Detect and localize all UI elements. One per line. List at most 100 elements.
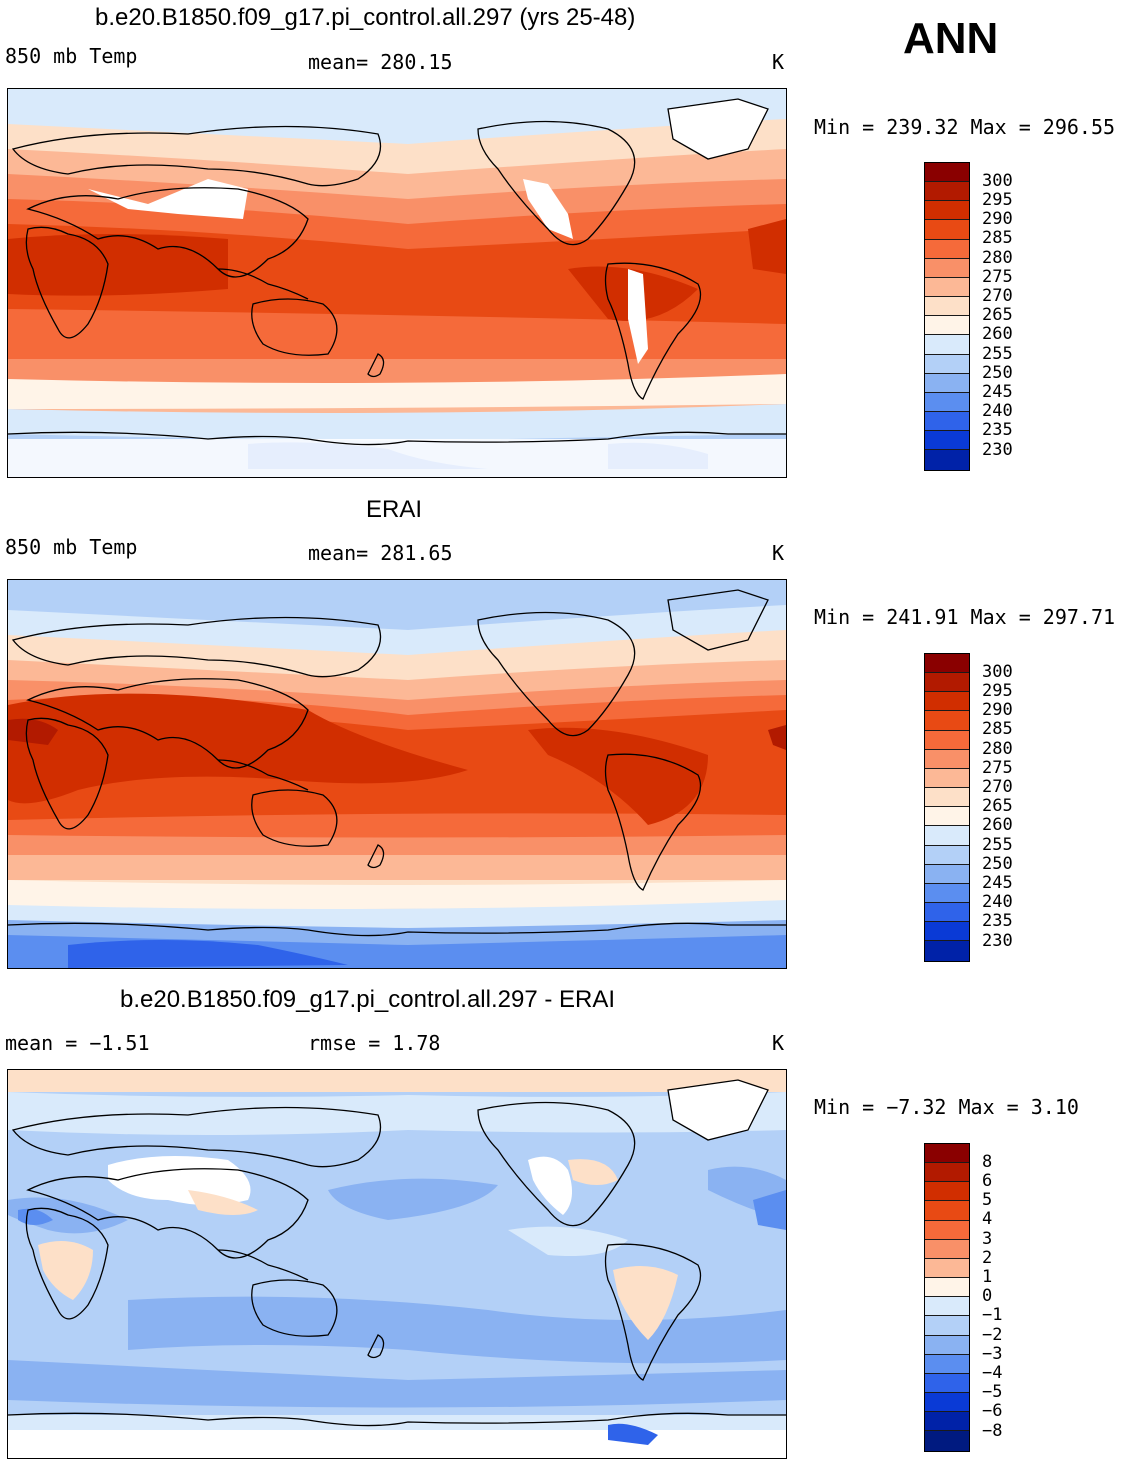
colorbar-tick-label: −3 xyxy=(982,1344,1003,1364)
panel2-colorbar-swatch xyxy=(925,807,969,827)
panel2-variable-label: 850 mb Temp xyxy=(5,535,138,559)
colorbar-tick-label: −1 xyxy=(982,1305,1003,1325)
panel2-colorbar-swatch xyxy=(925,788,969,808)
colorbar-tick-label: 1 xyxy=(982,1267,993,1287)
panel1-colorbar-swatch xyxy=(925,182,969,202)
colorbar-tick-label: 255 xyxy=(982,344,1013,364)
colorbar-tick-label: 290 xyxy=(982,209,1013,229)
colorbar-tick-label: −2 xyxy=(982,1325,1003,1345)
panel1-colorbar-swatch xyxy=(925,431,969,451)
colorbar-tick-label: 230 xyxy=(982,931,1013,951)
panel1-variable-label: 850 mb Temp xyxy=(5,44,138,68)
panel1-mean-label: mean= 280.15 xyxy=(308,50,453,74)
colorbar-tick-label: 300 xyxy=(982,662,1013,682)
panel3-colorbar-swatch xyxy=(925,1412,969,1432)
colorbar-tick-label: 235 xyxy=(982,911,1013,931)
panel2-colorbar-swatch xyxy=(925,654,969,674)
colorbar-tick-label: 265 xyxy=(982,796,1013,816)
panel1-colorbar-swatch xyxy=(925,297,969,317)
panel3-colorbar-swatch xyxy=(925,1182,969,1202)
colorbar-tick-label: −6 xyxy=(982,1401,1003,1421)
panel3-title: b.e20.B1850.f09_g17.pi_control.all.297 -… xyxy=(120,986,616,1013)
colorbar-tick-label: 240 xyxy=(982,401,1013,421)
panel3-colorbar-swatch xyxy=(925,1431,969,1451)
panel1-minmax: Min = 239.32 Max = 296.55 xyxy=(814,115,1116,139)
panel3-map-svg xyxy=(8,1070,786,1458)
panel1-map xyxy=(7,88,787,478)
colorbar-tick-label: 265 xyxy=(982,305,1013,325)
panel3-rmse-label: rmse = 1.78 xyxy=(308,1031,441,1055)
panel1-colorbar-swatch xyxy=(925,220,969,240)
panel2-colorbar-swatch xyxy=(925,922,969,942)
colorbar-tick-label: 275 xyxy=(982,267,1013,287)
colorbar-tick-label: 3 xyxy=(982,1229,993,1249)
panel2-units: K xyxy=(772,541,785,565)
colorbar-tick-label: 2 xyxy=(982,1248,993,1268)
panel3-colorbar-swatch xyxy=(925,1258,969,1279)
panel3-colorbar-swatch xyxy=(925,1220,969,1240)
panel1-units: K xyxy=(772,50,785,74)
panel1-title: b.e20.B1850.f09_g17.pi_control.all.297 (… xyxy=(95,4,636,31)
panel2-colorbar-swatch xyxy=(925,864,969,884)
panel3-mean-label: mean = −1.51 xyxy=(5,1031,150,1055)
colorbar-tick-label: 245 xyxy=(982,873,1013,893)
panel3-colorbar-swatch xyxy=(925,1354,969,1374)
panel2-colorbar-swatch xyxy=(925,673,969,693)
colorbar-tick-label: 230 xyxy=(982,440,1013,460)
panel1-map-svg xyxy=(8,89,786,477)
colorbar-tick-label: 250 xyxy=(982,363,1013,383)
panel3-colorbar-swatch xyxy=(925,1393,969,1413)
panel1-colorbar-swatch xyxy=(925,335,969,355)
panel1-colorbar-swatch xyxy=(925,201,969,221)
panel1-colorbar-swatch xyxy=(925,373,969,393)
panel3-colorbar-swatch xyxy=(925,1373,969,1394)
panel3-minmax: Min = −7.32 Max = 3.10 xyxy=(814,1095,1079,1119)
colorbar-tick-label: 6 xyxy=(982,1171,993,1191)
colorbar-tick-label: 240 xyxy=(982,892,1013,912)
panel3-colorbar-swatch xyxy=(925,1239,969,1259)
colorbar-tick-label: −5 xyxy=(982,1382,1003,1402)
panel2-minmax: Min = 241.91 Max = 297.71 xyxy=(814,605,1116,629)
colorbar-tick-label: 235 xyxy=(982,420,1013,440)
panel1-colorbar-swatch xyxy=(925,239,969,259)
colorbar-tick-label: −8 xyxy=(982,1421,1003,1441)
colorbar-tick-label: 260 xyxy=(982,815,1013,835)
panel3-colorbar-swatch xyxy=(925,1335,969,1355)
colorbar-tick-label: 290 xyxy=(982,700,1013,720)
panel2-map xyxy=(7,579,787,969)
colorbar-tick-label: 280 xyxy=(982,248,1013,268)
panel1-colorbar-swatch xyxy=(925,450,969,470)
panel3-colorbar-swatch xyxy=(925,1144,969,1164)
panel1-colorbar-swatch xyxy=(925,392,969,413)
season-label: ANN xyxy=(903,14,999,63)
panel2-colorbar-swatch xyxy=(925,883,969,904)
panel3-colorbar-swatch xyxy=(925,1297,969,1317)
panel2-map-svg xyxy=(8,580,786,968)
colorbar-tick-label: 245 xyxy=(982,382,1013,402)
colorbar-tick-label: 270 xyxy=(982,777,1013,797)
colorbar-tick-label: 295 xyxy=(982,190,1013,210)
panel2-mean-label: mean= 281.65 xyxy=(308,541,453,565)
panel3-colorbar-swatch xyxy=(925,1316,969,1336)
colorbar-tick-label: 285 xyxy=(982,719,1013,739)
panel3-colorbar-swatch xyxy=(925,1163,969,1183)
panel2-colorbar-swatch xyxy=(925,768,969,789)
colorbar-tick-label: 280 xyxy=(982,739,1013,759)
panel3-colorbar-swatch xyxy=(925,1201,969,1221)
panel2-colorbar-swatch xyxy=(925,749,969,769)
panel2-colorbar-swatch xyxy=(925,941,969,961)
colorbar-tick-label: 295 xyxy=(982,681,1013,701)
colorbar-tick-label: 0 xyxy=(982,1286,993,1306)
colorbar-tick-label: 8 xyxy=(982,1152,993,1172)
colorbar-tick-label: 275 xyxy=(982,758,1013,778)
panel2-title: ERAI xyxy=(366,496,423,523)
colorbar-tick-label: −4 xyxy=(982,1363,1003,1383)
panel2-colorbar-swatch xyxy=(925,903,969,923)
panel1-colorbar xyxy=(924,162,970,471)
panel1-colorbar-swatch xyxy=(925,163,969,183)
colorbar-tick-label: 270 xyxy=(982,286,1013,306)
panel2-colorbar-swatch xyxy=(925,730,969,750)
panel1-colorbar-swatch xyxy=(925,258,969,278)
colorbar-tick-label: 4 xyxy=(982,1209,993,1229)
panel1-colorbar-swatch xyxy=(925,277,969,298)
